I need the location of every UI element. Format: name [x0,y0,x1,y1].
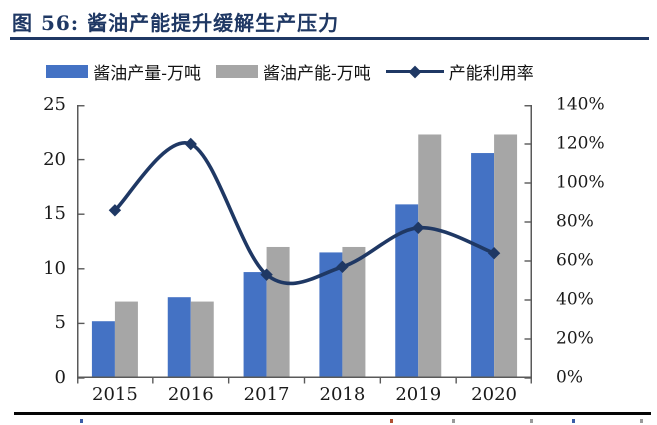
right-axis-tick-label: 20% [556,328,594,349]
x-axis-labels: 2015 2016 2017 2018 2019 2020 [77,384,532,406]
x-axis-tick-label: 2018 [319,384,366,405]
diamond-marker-2017 [260,268,273,281]
right-axis-tick-label: 40% [556,289,594,310]
right-axis-tick-label: 140% [556,94,605,115]
bar-output-2017 [243,272,267,378]
bar-output-2015 [91,321,115,378]
diamond-marker-2018 [336,260,349,274]
left-axis-labels: 25 20 15 10 5 0 [0,94,66,388]
legend-label-utilization: 产能利用率 [448,64,534,84]
bar-output-2018 [319,252,343,378]
bar-capacity-2015 [114,301,138,378]
right-axis-tick-label: 60% [556,250,594,271]
right-axis-labels: 140% 120% 100% 80% 60% 40% 20% 0% [556,95,656,388]
right-axis-tick-label: 100% [556,172,605,193]
x-axis-tick-label: 2019 [395,384,442,405]
left-axis-tick-label: 15 [43,203,66,225]
x-axis-tick-label: 2015 [92,384,138,405]
bar-capacity-2016 [190,301,214,378]
bar-output-2020 [471,153,495,378]
left-axis-tick-label: 10 [43,257,66,279]
right-axis-tick-label: 80% [556,211,594,232]
bottom-divider-line [14,412,651,415]
left-axis-tick-label: 5 [54,312,66,334]
diamond-marker-2020 [487,247,501,260]
left-axis-tick-label: 25 [43,94,66,116]
bar-capacity-2019 [418,134,442,378]
bar-capacity-2018 [342,246,366,378]
bar-output-2016 [167,297,191,378]
legend-item-output: 酱油产量-万吨 [46,59,201,84]
clipped-footer-text [0,419,657,425]
bar-capacity-2020 [494,134,518,378]
bar-capacity-2017 [266,246,290,378]
legend-item-utilization: 产能利用率 [385,59,534,84]
diamond-marker-2015 [108,204,122,217]
x-axis-tick-label: 2017 [243,384,290,405]
left-axis-tick-label: 20 [43,148,66,170]
chart-plot-area [77,105,532,384]
legend-item-capacity: 酱油产能-万吨 [216,59,371,84]
x-axis-tick-label: 2020 [471,384,517,405]
chart-legend: 酱油产量-万吨 酱油产能-万吨 产能利用率 [0,59,580,84]
legend-label-capacity: 酱油产能-万吨 [263,64,371,84]
diamond-marker-2019 [412,221,425,235]
title-divider-line [10,37,649,40]
capacity-swatch-icon [216,65,258,78]
right-axis-tick-label: 0% [556,367,583,388]
legend-label-output: 酱油产量-万吨 [93,64,201,84]
left-axis-tick-label: 0 [54,367,66,389]
output-swatch-icon [46,65,89,78]
bar-output-2019 [395,204,419,378]
right-axis-tick-label: 120% [556,133,605,154]
chart-title: 图 56: 酱油产能提升缓解生产压力 [12,11,340,35]
line-marker-icon [385,69,444,74]
x-axis-tick-label: 2016 [167,384,214,405]
